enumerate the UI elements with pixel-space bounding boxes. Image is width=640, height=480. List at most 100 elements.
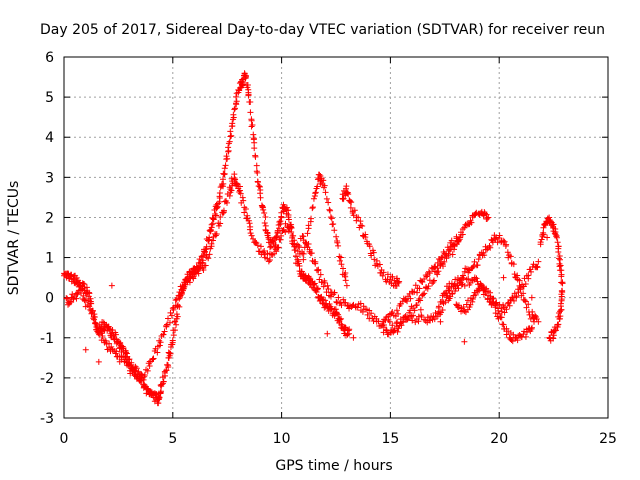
data-point	[257, 243, 264, 250]
data-point	[314, 183, 321, 190]
data-point	[233, 93, 240, 100]
data-point	[174, 313, 181, 320]
data-point	[132, 367, 139, 374]
data-point	[474, 278, 481, 285]
data-point	[217, 213, 224, 220]
data-point	[334, 239, 341, 246]
data-point	[504, 249, 511, 256]
data-point	[368, 310, 375, 317]
data-point	[168, 312, 175, 319]
y-axis-label: SDTVAR / TECUs	[6, 181, 22, 296]
data-point	[166, 319, 173, 326]
data-point	[264, 230, 271, 237]
data-point	[514, 272, 521, 279]
data-point	[296, 262, 303, 269]
data-point	[191, 269, 198, 276]
x-tick-label: 25	[599, 431, 617, 447]
data-point	[207, 227, 214, 234]
data-point	[213, 231, 220, 238]
data-point	[520, 290, 527, 297]
data-point	[282, 228, 289, 235]
data-point	[63, 295, 70, 302]
data-point	[227, 133, 234, 140]
data-point	[252, 153, 259, 160]
data-point	[299, 271, 306, 278]
data-point	[535, 258, 542, 265]
y-tick-label: -3	[40, 411, 54, 427]
data-point	[95, 358, 102, 365]
data-point	[276, 225, 283, 232]
data-point	[157, 339, 164, 346]
data-point	[455, 237, 462, 244]
data-point	[477, 280, 484, 287]
data-point	[344, 190, 351, 197]
data-point	[503, 306, 510, 313]
data-point	[556, 253, 563, 260]
data-point	[279, 227, 286, 234]
data-point	[525, 272, 532, 279]
data-point	[532, 312, 539, 319]
data-point	[333, 298, 340, 305]
data-point	[240, 197, 247, 204]
data-point	[550, 221, 557, 228]
data-point	[335, 242, 342, 249]
data-point	[156, 342, 163, 349]
data-point	[288, 228, 295, 235]
data-point	[167, 350, 174, 357]
data-point	[340, 196, 347, 203]
data-point	[130, 367, 137, 374]
data-point	[320, 177, 327, 184]
data-point	[233, 101, 240, 108]
data-point	[278, 232, 285, 239]
data-point	[540, 231, 547, 238]
data-point	[546, 335, 553, 342]
data-point	[460, 272, 467, 279]
data-point	[79, 280, 86, 287]
x-tick-label: 0	[60, 431, 69, 447]
data-point	[343, 282, 350, 289]
data-point	[455, 285, 462, 292]
data-point	[470, 263, 477, 270]
data-point	[322, 297, 329, 304]
data-point	[528, 326, 535, 333]
data-point	[225, 144, 232, 151]
data-point	[327, 207, 334, 214]
data-point	[511, 271, 518, 278]
data-point	[66, 298, 73, 305]
data-point	[200, 266, 207, 273]
data-point	[534, 263, 541, 270]
data-point	[295, 242, 302, 249]
data-point	[208, 221, 215, 228]
data-point	[416, 285, 423, 292]
data-point	[407, 295, 414, 302]
data-point	[524, 329, 531, 336]
data-point	[413, 301, 420, 308]
data-point	[509, 338, 516, 345]
data-point	[205, 255, 212, 262]
data-point	[206, 251, 213, 258]
x-tick-label: 10	[273, 431, 291, 447]
y-tick-label: 1	[45, 251, 54, 267]
data-point	[325, 199, 332, 206]
data-point	[390, 328, 397, 335]
data-point	[382, 326, 389, 333]
data-point	[84, 302, 91, 309]
data-point	[328, 215, 335, 222]
data-point	[351, 207, 358, 214]
data-point	[444, 244, 451, 251]
data-point	[317, 271, 324, 278]
data-point	[484, 215, 491, 222]
y-tick-label: 0	[45, 291, 54, 307]
data-point	[253, 162, 260, 169]
y-tick-labels: -3 -2 -1 0 1 2 3 4 5 6	[40, 50, 54, 427]
data-point	[346, 198, 353, 205]
data-point	[226, 138, 233, 145]
data-point	[544, 234, 551, 241]
data-point	[395, 279, 402, 286]
data-point	[508, 336, 515, 343]
data-point	[426, 270, 433, 277]
data-point	[64, 295, 71, 302]
data-point	[80, 292, 87, 299]
data-point	[487, 289, 494, 296]
data-point	[320, 283, 327, 290]
